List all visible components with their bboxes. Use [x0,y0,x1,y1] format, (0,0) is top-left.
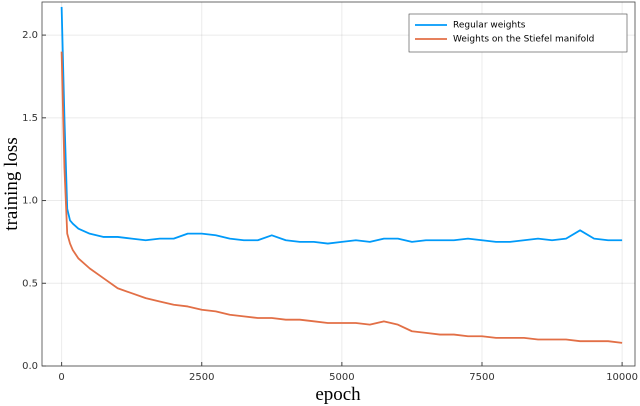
x-tick-label: 2500 [189,372,214,383]
y-tick-label: 0.5 [22,278,38,289]
y-tick-label: 0.0 [22,361,38,372]
y-tick-label: 1.5 [22,113,38,124]
series-line [60,51,623,344]
y-axis-label: training loss [1,137,22,230]
y-tick-label: 1.0 [22,196,38,207]
y-tick-label: 2.0 [22,30,38,41]
series-line [60,6,623,245]
x-tick-label: 5000 [329,372,354,383]
plot-frame [41,1,636,367]
legend-box [408,13,628,53]
legend-label: Regular weights [453,21,526,31]
x-tick-label: 7500 [469,372,494,383]
legend-label: Weights on the Stiefel manifold [453,35,594,45]
x-tick-label: 0 [58,372,64,383]
x-axis-label: epoch [315,384,361,405]
x-tick-label: 10000 [606,372,638,383]
